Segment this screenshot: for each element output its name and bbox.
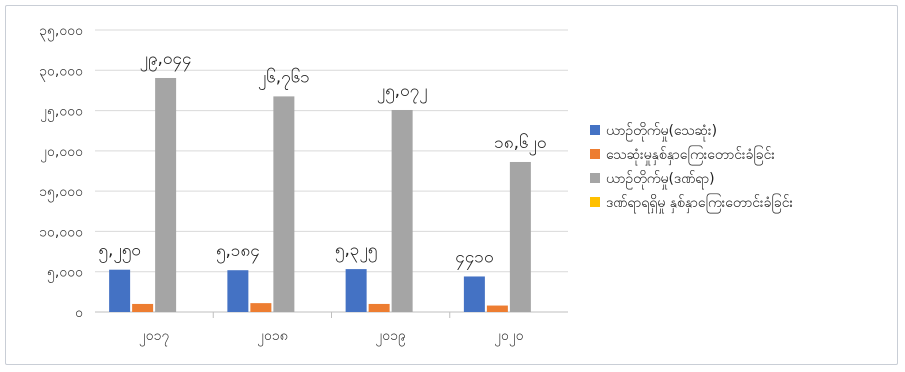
bar-series-2-2 <box>391 109 413 312</box>
y-tick-label: ၂၀,၀၀၀ <box>40 144 83 162</box>
legend-label: ယာဉ်တိုက်မှု(ဒဏ်ရာ) <box>606 171 715 189</box>
data-label: ၂၉,၀၄၄ <box>140 49 192 72</box>
data-label: ၁၈,၆၂၀ <box>494 132 546 156</box>
bar-series-1-2 <box>368 303 390 312</box>
legend-swatch <box>590 197 600 207</box>
legend-swatch <box>590 125 600 135</box>
data-label: ၅,၃၂၅ <box>335 240 377 263</box>
y-tick-label: ၃၀,၀၀၀ <box>39 63 83 81</box>
y-tick-label: ၃၅,၀၀၀ <box>39 23 83 41</box>
bar-series-0-1 <box>227 270 249 312</box>
bar-series-1-3 <box>486 305 508 312</box>
bar-series-2-1 <box>273 96 295 312</box>
data-label: ၂၆,၇၆၁ <box>258 66 310 90</box>
data-label: ၅,၂၅၀ <box>98 241 140 264</box>
legend-label: ယာဉ်တိုက်မှု(သေဆုံး) <box>606 123 717 141</box>
chart-frame <box>5 5 898 365</box>
y-axis: ၀ ၅,၀၀၀ ၁၀,၀၀၀ ၁၅,၀၀၀ ၂၀,၀၀၀ ၂၅,၀၀၀ ၃၀,၀၀၀ ၃၅,၀… <box>39 23 83 321</box>
bar-series-2-3 <box>509 161 531 312</box>
bar-series-2-0 <box>155 77 177 312</box>
bar-series-1-1 <box>250 303 272 312</box>
data-label: ၅,၁၈၄ <box>216 241 260 264</box>
bar-series-1-0 <box>132 303 154 312</box>
legend: ယာဉ်တိုက်မှု(သေဆုံး) သေဆုံးမှုနှစ်နှာကြေး… <box>590 123 793 213</box>
y-tick-label: ၂၅,၀၀၀ <box>40 104 83 122</box>
x-tick-label: ၂၀၁၇ <box>139 328 170 346</box>
legend-swatch <box>590 149 600 159</box>
y-tick-label: ၅,၀၀၀ <box>47 265 83 283</box>
y-tick-label: ၁၅,၀၀၀ <box>39 184 83 202</box>
legend-label: သေဆုံးမှုနှစ်နှာကြေးတောင်းခံခြင်း <box>606 146 775 165</box>
bar-series-0-3 <box>463 276 485 312</box>
y-tick-label: ၁၀,၀၀၀ <box>39 224 83 240</box>
bar-series-0-0 <box>109 269 131 312</box>
x-tick-label: ၂၀၁၈ <box>257 328 288 346</box>
x-tick-label: ၂၀၁၉ <box>375 328 406 346</box>
legend-label: ဒဏ်ရာရရှိမှု နှစ်နှာကြေးတောင်းခံခြင်း <box>606 194 793 213</box>
x-tick-label: ၂၀၂၀ <box>494 328 524 346</box>
bar-series-0-2 <box>345 269 367 312</box>
y-tick-label: ၀ <box>75 305 83 321</box>
bars <box>109 77 531 312</box>
data-label: ၂၅,၀၇၂ <box>377 81 428 104</box>
data-label: ၄၄၁၀ <box>455 247 493 270</box>
x-axis: ၂၀၁၇ ၂၀၁၈ ၂၀၁၉ ၂၀၂၀ <box>139 312 524 346</box>
legend-swatch <box>590 173 600 183</box>
